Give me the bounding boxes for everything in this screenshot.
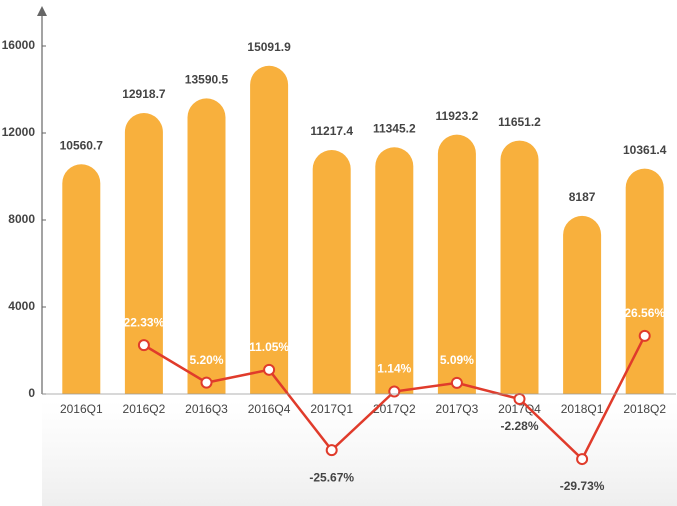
bar <box>563 215 602 394</box>
bar-value-label: 13590.5 <box>185 73 229 87</box>
line-value-label: 26.56% <box>624 306 665 320</box>
x-tick-label: 2017Q2 <box>373 402 416 416</box>
line-point <box>200 376 213 389</box>
line-value-label: 11.05% <box>249 340 289 354</box>
line-point <box>325 444 338 457</box>
x-tick-label: 2016Q1 <box>60 402 103 416</box>
bar <box>437 134 476 394</box>
background-fade <box>42 400 677 506</box>
bar-value-label: 15091.9 <box>247 40 291 54</box>
x-tick-label: 2016Q3 <box>185 402 228 416</box>
bar-value-label: 8187 <box>569 190 596 204</box>
bar <box>500 140 539 394</box>
x-tick-label: 2018Q1 <box>561 402 604 416</box>
line-point <box>263 363 276 376</box>
y-tick-label: 4000 <box>8 299 35 313</box>
bar <box>62 164 101 394</box>
x-tick-label: 2016Q2 <box>123 402 166 416</box>
line-point <box>450 376 463 389</box>
line-point <box>137 339 150 352</box>
line-value-label: 5.09% <box>440 353 474 367</box>
y-tick-label: 12000 <box>2 125 36 139</box>
bar-value-label: 11651.2 <box>498 115 541 129</box>
line-value-label: -25.67% <box>309 470 354 484</box>
line-value-label: -29.73% <box>560 479 605 493</box>
bar <box>375 147 414 394</box>
line-point <box>513 392 526 405</box>
line-point <box>576 453 589 466</box>
line-value-label: 22.33% <box>124 315 165 329</box>
x-tick-label: 2016Q4 <box>248 402 291 416</box>
bar-value-label: 11217.4 <box>310 124 353 138</box>
y-axis-arrow <box>37 6 47 16</box>
bar <box>312 150 351 394</box>
x-tick-label: 2017Q1 <box>310 402 353 416</box>
bar-value-label: 10361.4 <box>623 143 667 157</box>
line-value-label: -2.28% <box>500 419 538 433</box>
bar-value-label: 10560.7 <box>60 138 104 152</box>
line-point <box>388 385 401 398</box>
y-tick-label: 0 <box>28 386 35 400</box>
x-tick-label: 2017Q3 <box>436 402 479 416</box>
bar <box>250 65 289 395</box>
x-tick-label: 2018Q2 <box>623 402 666 416</box>
line-value-label: 5.20% <box>189 353 223 367</box>
bar-value-label: 12918.7 <box>122 87 166 101</box>
bar <box>625 168 664 394</box>
bar-value-label: 11923.2 <box>436 109 479 123</box>
y-tick-label: 16000 <box>2 38 36 52</box>
bar <box>124 113 163 394</box>
line-value-label: 1.14% <box>377 362 411 376</box>
line-point <box>638 329 651 342</box>
x-tick-label: 2017Q4 <box>498 402 541 416</box>
bar-value-label: 11345.2 <box>373 121 416 135</box>
bar <box>187 98 226 395</box>
y-tick-label: 8000 <box>8 212 35 226</box>
